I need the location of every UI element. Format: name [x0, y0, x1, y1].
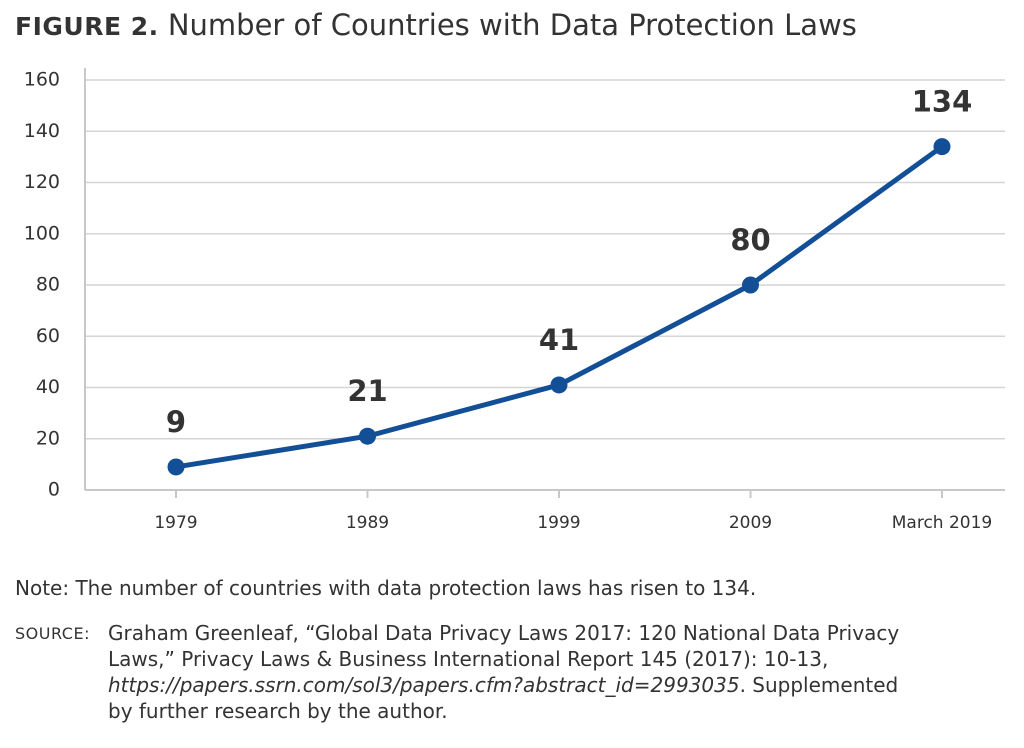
- data-label: 41: [539, 323, 579, 357]
- data-point: [550, 376, 568, 394]
- data-label: 9: [166, 405, 186, 439]
- x-tick-label: March 2019: [892, 513, 993, 533]
- x-tick-label: 1979: [154, 513, 197, 533]
- source-label: SOURCE:: [15, 624, 90, 643]
- title-block: FIGURE 2. Number of Countries with Data …: [15, 8, 857, 42]
- source-tail: . Supplemented by further research by th…: [108, 673, 899, 723]
- data-label: 134: [912, 85, 973, 119]
- source-text: Graham Greenleaf, “Global Data Privacy L…: [108, 620, 908, 724]
- source-citation: Graham Greenleaf, “Global Data Privacy L…: [108, 621, 900, 671]
- y-tick-label: 40: [36, 376, 60, 398]
- y-tick-label: 60: [36, 325, 60, 347]
- data-point: [933, 138, 951, 156]
- y-tick-label: 120: [24, 171, 60, 193]
- data-point: [167, 458, 185, 476]
- y-tick-label: 80: [36, 274, 60, 296]
- figure-label: FIGURE 2.: [15, 12, 159, 41]
- data-point: [359, 427, 376, 445]
- chart-title: Number of Countries with Data Protection…: [167, 8, 857, 42]
- y-tick-label: 160: [24, 69, 60, 91]
- y-tick-label: 20: [36, 427, 60, 449]
- y-tick-label: 140: [24, 120, 60, 142]
- source-url: https://papers.ssrn.com/sol3/papers.cfm?…: [108, 673, 740, 697]
- note: Note: The number of countries with data …: [15, 576, 757, 600]
- x-tick-label: 2009: [729, 513, 772, 533]
- data-label: 21: [347, 374, 387, 408]
- data-point: [742, 276, 759, 294]
- x-tick-label: 1999: [537, 513, 580, 533]
- x-tick-label: 1989: [346, 513, 389, 533]
- chart: 0 20 40 60 80 100 120 140 160 1979 1989 1999 2009 Mar…: [24, 68, 1005, 533]
- data-label: 80: [730, 223, 770, 257]
- y-tick-label: 0: [48, 479, 60, 501]
- data-line: [175, 144, 944, 470]
- y-tick-label: 100: [24, 222, 60, 244]
